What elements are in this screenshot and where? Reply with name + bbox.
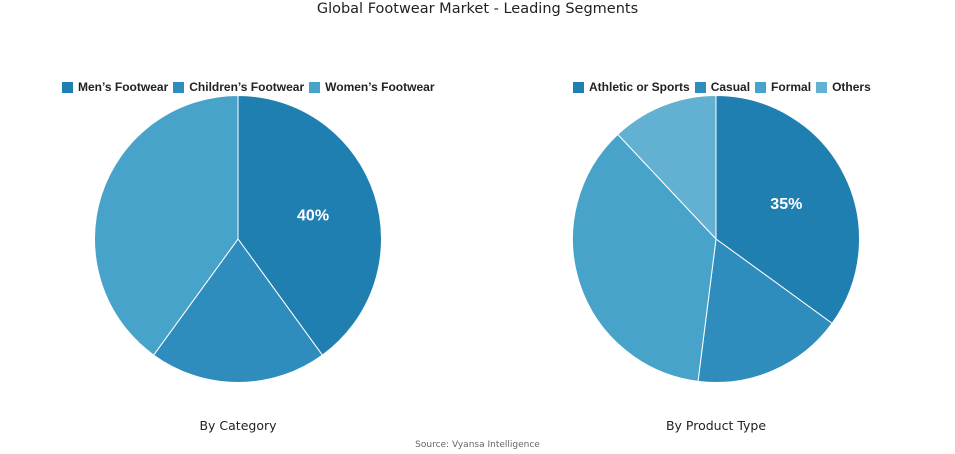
legend-label: Men’s Footwear xyxy=(78,80,169,94)
chart-title: Global Footwear Market - Leading Segment… xyxy=(316,1,639,17)
legend-swatch xyxy=(62,81,73,93)
legend-label: Formal xyxy=(771,80,812,94)
legend-swatch xyxy=(755,81,767,93)
pie-slice xyxy=(697,238,833,383)
pie-slice xyxy=(237,94,382,356)
source-note: Source: Vyansa Intelligence xyxy=(415,440,540,450)
pie-subtitle-by-product-type: By Product Type xyxy=(665,418,767,433)
legend-item: Formal xyxy=(755,80,811,94)
legend-swatch xyxy=(173,81,185,93)
legend-item: Casual xyxy=(694,80,751,94)
pie-slice xyxy=(715,94,860,325)
pie-slice xyxy=(572,133,717,382)
data-label: 40% xyxy=(297,208,329,225)
legend-by-category: Men’s Footwear Children’s Footwear Women’s… xyxy=(62,80,440,94)
pie-slice xyxy=(94,94,239,356)
legend-swatch xyxy=(816,81,828,93)
legend-label: Others xyxy=(832,80,871,94)
legend-item: Children’s Footwear xyxy=(173,80,304,94)
data-label: 35% xyxy=(770,196,802,213)
legend-swatch xyxy=(573,81,584,93)
legend-swatch xyxy=(694,81,706,93)
legend-label: Children’s Footwear xyxy=(189,80,305,94)
legend-item: Others xyxy=(816,80,871,94)
legend-item: Women’s Footwear xyxy=(309,80,435,94)
legend-item: Men’s Footwear xyxy=(62,80,168,94)
legend-by-product-type: Athletic or Sports Casual Formal Others xyxy=(573,80,876,94)
pie-slice xyxy=(617,94,717,241)
legend-item: Athletic or Sports xyxy=(573,80,690,94)
pie-slice xyxy=(152,238,324,383)
legend-label: Athletic or Sports xyxy=(589,80,690,94)
legend-label: Women’s Footwear xyxy=(325,80,435,94)
pie-subtitle-by-category: By Category xyxy=(199,418,277,433)
legend-label: Casual xyxy=(710,80,751,94)
legend-swatch xyxy=(309,81,321,93)
